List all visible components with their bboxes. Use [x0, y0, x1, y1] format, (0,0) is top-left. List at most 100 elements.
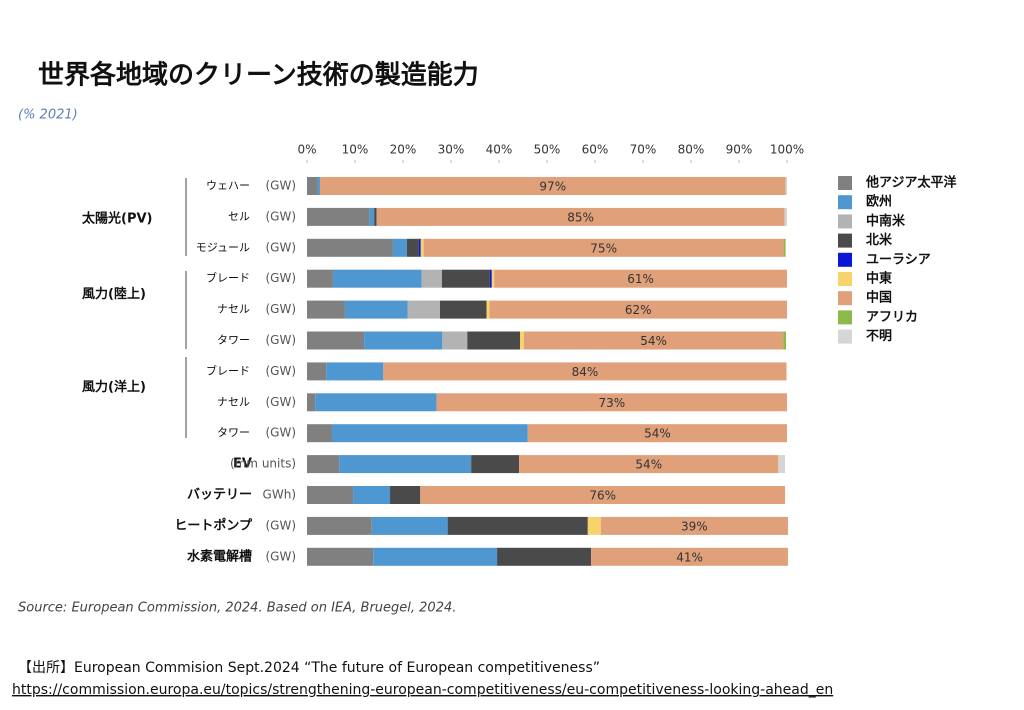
bar-segment [497, 547, 592, 566]
x-tick-label: 50% [534, 143, 561, 157]
legend-label: 北米 [866, 232, 893, 248]
footnote-url: https://commission.europa.eu/topics/stre… [12, 682, 833, 698]
bar-segment [491, 269, 495, 288]
unit-label: (GW) [265, 302, 296, 316]
legend-swatch [838, 176, 852, 190]
legend-swatch [838, 272, 852, 286]
category-label: ウェハー [206, 179, 250, 192]
bar-segment [390, 486, 421, 504]
unit-label: (GW) [265, 364, 296, 378]
x-tick-label: 20% [390, 143, 417, 157]
unit-label: (GW) [265, 333, 296, 347]
category-label: ブレード [206, 271, 250, 285]
category-label: ナセル [217, 395, 250, 408]
bar-segment [407, 300, 440, 319]
group-label: 風力(陸上) [82, 286, 146, 302]
bar-segment [420, 238, 424, 257]
bar-segment [441, 269, 490, 288]
legend-swatch [838, 291, 852, 306]
value-label: 85% [567, 210, 594, 224]
bar-segment [520, 331, 524, 350]
category-label: タワー [217, 334, 250, 347]
category-label: ヒートポンプ [174, 517, 253, 533]
bar-segment [339, 455, 472, 474]
bar-segment [307, 516, 372, 535]
value-label: 75% [590, 241, 617, 255]
x-tick-label: 40% [486, 143, 513, 157]
bar-segment [600, 516, 788, 535]
unit-label: (GW) [265, 395, 296, 409]
x-tick-label: 0% [297, 143, 316, 157]
value-label: 41% [676, 550, 703, 564]
value-label: 84% [572, 365, 599, 379]
bar-segment [447, 516, 588, 535]
legend-swatch [838, 195, 852, 210]
bar-segment [471, 455, 520, 474]
bar-segment [406, 238, 419, 257]
bar-segment [307, 362, 327, 381]
source: Source: European Commission, 2024. Based… [18, 601, 456, 616]
bar-segment [369, 207, 375, 226]
bar-segment [326, 362, 384, 381]
bar-segment [344, 300, 408, 319]
legend-label: 他アジア太平洋 [865, 175, 956, 191]
chart-title: 世界各地域のクリーン技術の製造能力 [38, 60, 479, 91]
category-label: バッテリー [187, 488, 252, 503]
legend-label: 中南米 [866, 213, 906, 229]
bar-segment [307, 331, 365, 350]
bar-segment [392, 238, 407, 257]
category-label: ナセル [217, 303, 250, 316]
bar-segment [307, 207, 370, 226]
group-label: 風力(洋上) [82, 379, 146, 395]
unit-label: (GW) [265, 549, 296, 563]
bar-segment [307, 424, 332, 443]
bar-segment [784, 207, 787, 226]
bar-segment [353, 486, 391, 504]
value-label: 54% [640, 334, 667, 348]
bar-segment [527, 424, 787, 443]
value-label: 76% [589, 489, 616, 503]
unit-label: (GW) [265, 518, 296, 532]
bar-segment [418, 238, 421, 257]
legend-swatch [838, 329, 852, 344]
unit-label: (GW) [265, 240, 296, 254]
bar-segment [307, 177, 318, 195]
bar-segment [420, 486, 786, 504]
bar-segment [364, 331, 443, 350]
category-label: 水素電解槽 [187, 548, 252, 564]
bar-segment [307, 300, 345, 319]
bar-segment [423, 238, 784, 257]
bar-segment [442, 331, 468, 350]
group-label: 太陽光(PV) [81, 210, 152, 226]
x-tick-label: 90% [726, 143, 753, 157]
bar-segment [315, 393, 437, 412]
bar-segment [307, 547, 374, 566]
legend-swatch [838, 233, 852, 248]
unit-label: (GW) [265, 209, 296, 223]
legend-label: 中国 [866, 290, 892, 306]
value-label: 97% [539, 180, 566, 194]
bar-segment [319, 177, 786, 195]
bar-segment [376, 207, 785, 226]
bar-segment [439, 300, 487, 319]
x-tick-label: 60% [582, 143, 609, 157]
bar-segment [436, 393, 787, 412]
bar-segment [519, 455, 779, 474]
subtitle: (% 2021) [18, 108, 78, 123]
bar-segment [332, 269, 422, 288]
bar-segment [383, 362, 787, 381]
category-label: モジュール [196, 241, 250, 254]
bar-segment [494, 269, 787, 288]
x-tick-label: 10% [342, 143, 369, 157]
value-label: 73% [598, 396, 625, 410]
x-tick-label: 70% [630, 143, 657, 157]
bar-segment [317, 177, 320, 195]
category-label: セル [228, 210, 250, 223]
x-tick-label: 100% [770, 143, 804, 157]
legend-swatch [838, 252, 852, 267]
legend-label: アフリカ [866, 310, 918, 325]
x-tick-label: 30% [438, 143, 465, 157]
bar-segment [489, 269, 492, 288]
bar-segment [467, 331, 521, 350]
